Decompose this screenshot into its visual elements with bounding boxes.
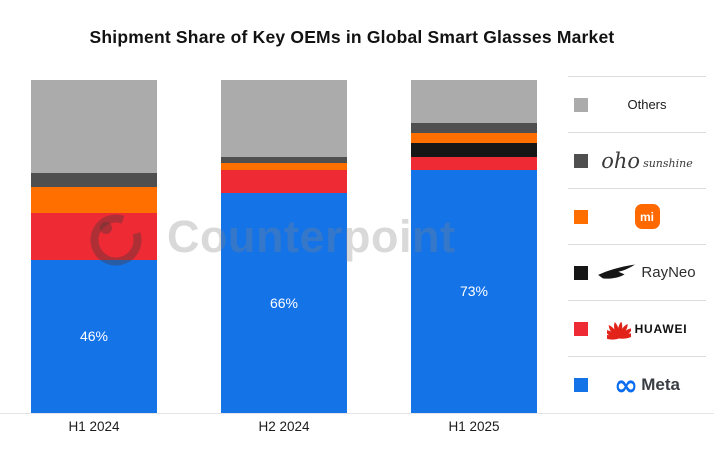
meta-share-label-h1-2025: 73%: [459, 283, 489, 300]
segment-xiaomi-h1-2024: [31, 186, 157, 214]
legend-swatch-xiaomi: [574, 209, 588, 224]
chart-title: Shipment Share of Key OEMs in Global Sma…: [89, 27, 615, 47]
x-axis-label-h2-2024: H2 2024: [258, 419, 310, 434]
segment-oho-sunshine-h2-2024: [221, 156, 347, 164]
legend-swatch-others: [574, 97, 588, 112]
segment-xiaomi-h2-2024: [221, 163, 347, 170]
segment-meta-h1-2024: 46%: [31, 259, 157, 413]
legend-label-others: Others: [627, 97, 667, 112]
legend-label-huawei: HUAWEI: [634, 321, 688, 336]
segment-meta-h2-2024: 66%: [221, 193, 347, 413]
legend-swatch-meta: [574, 377, 588, 392]
legend-item-xiaomi: mi: [568, 188, 706, 244]
legend-swatch-oho-sunshine: [574, 153, 588, 168]
legend-item-huawei: HUAWEI: [568, 300, 706, 356]
x-axis-label-h1-2025: H1 2025: [448, 419, 500, 434]
legend-item-meta: ∞ Meta: [568, 356, 706, 412]
segment-huawei-h2-2024: [221, 169, 347, 194]
legend-swatch-huawei: [574, 321, 588, 336]
segment-meta-h1-2025: 73%: [411, 169, 537, 413]
bar-h1-2024: 46%: [31, 80, 157, 413]
legend-swatch-rayneo: [574, 265, 588, 280]
bar-h2-2024: 66%: [221, 80, 347, 413]
segment-huawei-h1-2024: [31, 213, 157, 260]
meta-share-label-h1-2024: 46%: [79, 328, 109, 345]
oho-logo-sub: sunshine: [643, 156, 693, 170]
legend-item-oho-sunshine: oho sunshine: [568, 132, 706, 188]
segment-others-h1-2024: [31, 80, 157, 174]
oho-sunshine-logo: oho sunshine: [601, 148, 693, 173]
legend-label-rayneo: RayNeo: [641, 264, 696, 281]
bar-h1-2025: 73%: [411, 80, 537, 413]
segment-huawei-h1-2025: [411, 156, 537, 170]
oho-logo-main: oho: [601, 148, 641, 173]
segment-xiaomi-h1-2025: [411, 133, 537, 144]
meta-share-label-h2-2024: 66%: [269, 295, 299, 312]
segment-others-h2-2024: [221, 80, 347, 157]
legend-item-rayneo: RayNeo: [568, 244, 706, 300]
x-axis-label-h1-2024: H1 2024: [68, 419, 120, 434]
legend-label-meta: Meta: [641, 374, 680, 394]
huawei-flower-icon: [606, 321, 631, 340]
x-axis-line: [0, 413, 714, 414]
segment-rayneo-h1-2025: [411, 143, 537, 157]
segment-others-h1-2025: [411, 80, 537, 124]
rayneo-bird-icon: [598, 264, 636, 279]
legend: Others oho sunshine mi RayNeo: [568, 76, 706, 412]
segment-oho-sunshine-h1-2024: [31, 173, 157, 187]
segment-oho-sunshine-h1-2025: [411, 123, 537, 134]
xiaomi-mi-logo-icon: mi: [634, 204, 660, 229]
meta-infinity-icon: ∞: [614, 367, 639, 402]
legend-item-others: Others: [568, 76, 706, 132]
